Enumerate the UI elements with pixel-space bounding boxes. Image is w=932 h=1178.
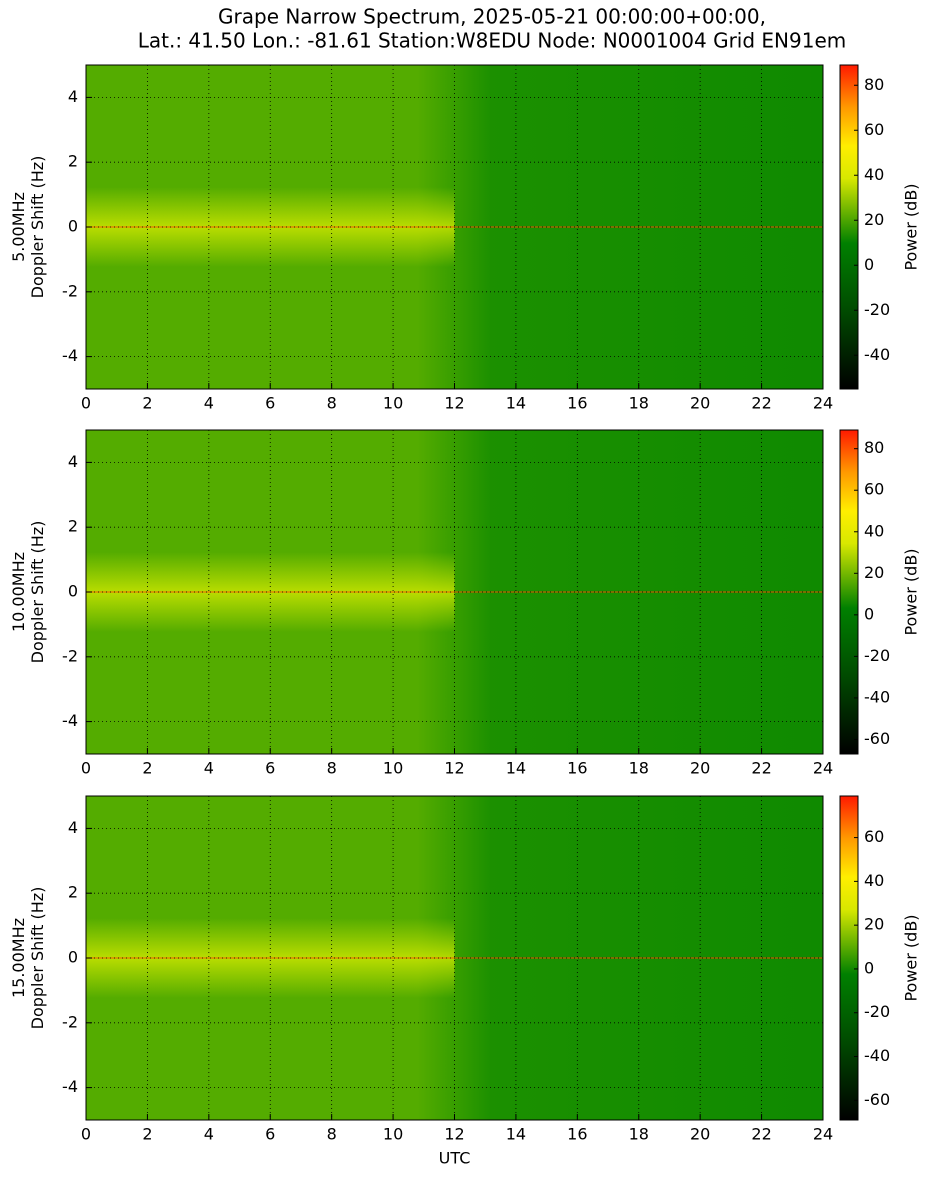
x-tick-label: 0 [81,759,91,778]
y-axis-label: 10.00MHzDoppler Shift (Hz) [9,521,47,664]
x-tick-label: 0 [81,1125,91,1144]
x-tick-label: 20 [690,394,710,413]
x-tick-label: 4 [204,759,214,778]
colorbar-tick-label: -20 [864,646,890,665]
colorbar [839,429,859,755]
colorbar [839,795,859,1121]
colorbar-tick-label: 40 [864,521,884,540]
y-tick-label: 0 [68,217,78,236]
colorbar-tick-label: -60 [864,1090,890,1109]
y-tick-label: -2 [62,281,78,300]
y-tick-label: -2 [62,1012,78,1031]
x-tick-label: 2 [142,394,152,413]
x-tick-label: 10 [383,759,403,778]
x-tick-label: 4 [204,394,214,413]
x-tick-label: 14 [506,394,526,413]
x-tick-label: 10 [383,1125,403,1144]
y-tick-label: 2 [68,517,78,536]
x-tick-label: 6 [265,1125,275,1144]
x-tick-label: 24 [813,394,833,413]
colorbar-label: Power (dB) [902,914,921,1001]
colorbar-tick-label: 0 [864,255,874,274]
y-axis-label-line: 15.00MHz [9,918,28,998]
colorbar-label: Power (dB) [902,183,921,270]
y-tick-label: 4 [68,452,78,471]
colorbar-tick-label: 20 [864,210,884,229]
y-tick-label: 2 [68,152,78,171]
x-tick-label: 18 [629,394,649,413]
x-tick-label: 8 [327,394,337,413]
y-axis-label: 15.00MHzDoppler Shift (Hz) [9,887,47,1030]
x-tick-label: 12 [444,394,464,413]
y-axis-label-line: Doppler Shift (Hz) [28,521,47,664]
y-axis-label-line: 10.00MHz [9,552,28,632]
x-tick-label: 16 [567,1125,587,1144]
colorbar-tick-label: 60 [864,480,884,499]
x-axis-label: UTC [439,1149,471,1168]
colorbar-tick-label: 20 [864,563,884,582]
colorbar-tick-label: 80 [864,438,884,457]
x-tick-label: 14 [506,759,526,778]
x-tick-label: 6 [265,759,275,778]
x-tick-label: 6 [265,394,275,413]
colorbar-tick-label: -40 [864,345,890,364]
y-axis-label: 5.00MHzDoppler Shift (Hz) [9,156,47,299]
y-tick-label: 0 [68,582,78,601]
y-tick-label: -2 [62,646,78,665]
x-tick-label: 2 [142,759,152,778]
x-tick-label: 22 [751,1125,771,1144]
colorbar-tick-label: 40 [864,165,884,184]
x-tick-label: 24 [813,759,833,778]
colorbar-tick-label: -40 [864,687,890,706]
y-tick-label: 2 [68,883,78,902]
y-axis-label-line: 5.00MHz [9,192,28,262]
chart-title: Lat.: 41.50 Lon.: -81.61 Station:W8EDU N… [138,29,847,53]
y-tick-label: -4 [62,346,78,365]
colorbar-tick-label: 80 [864,75,884,94]
x-tick-label: 20 [690,759,710,778]
y-tick-label: -4 [62,1077,78,1096]
y-axis-label-line: Doppler Shift (Hz) [28,887,47,1030]
x-tick-label: 20 [690,1125,710,1144]
colorbar-tick-label: -40 [864,1046,890,1065]
y-tick-label: 4 [68,87,78,106]
x-tick-label: 24 [813,1125,833,1144]
colorbar-tick-label: 20 [864,915,884,934]
x-tick-label: 18 [629,759,649,778]
y-tick-label: 0 [68,948,78,967]
colorbar [839,64,859,390]
x-tick-label: 12 [444,1125,464,1144]
colorbar-tick-label: 60 [864,120,884,139]
colorbar-tick-label: -20 [864,300,890,319]
x-tick-label: 22 [751,759,771,778]
y-tick-label: 4 [68,818,78,837]
x-tick-label: 2 [142,1125,152,1144]
x-tick-label: 16 [567,394,587,413]
x-tick-label: 14 [506,1125,526,1144]
colorbar-tick-label: 60 [864,827,884,846]
colorbar-tick-label: 0 [864,604,874,623]
x-tick-label: 10 [383,394,403,413]
x-tick-label: 12 [444,759,464,778]
colorbar-tick-label: 0 [864,958,874,977]
chart-title: Grape Narrow Spectrum, 2025-05-21 00:00:… [218,5,766,29]
x-tick-label: 8 [327,1125,337,1144]
x-tick-label: 0 [81,394,91,413]
x-tick-label: 18 [629,1125,649,1144]
x-tick-label: 16 [567,759,587,778]
colorbar-tick-label: -20 [864,1002,890,1021]
colorbar-tick-label: -60 [864,729,890,748]
y-axis-label-line: Doppler Shift (Hz) [28,156,47,299]
colorbar-label: Power (dB) [902,548,921,635]
x-tick-label: 8 [327,759,337,778]
x-tick-label: 4 [204,1125,214,1144]
x-tick-label: 22 [751,394,771,413]
y-tick-label: -4 [62,711,78,730]
colorbar-tick-label: 40 [864,871,884,890]
